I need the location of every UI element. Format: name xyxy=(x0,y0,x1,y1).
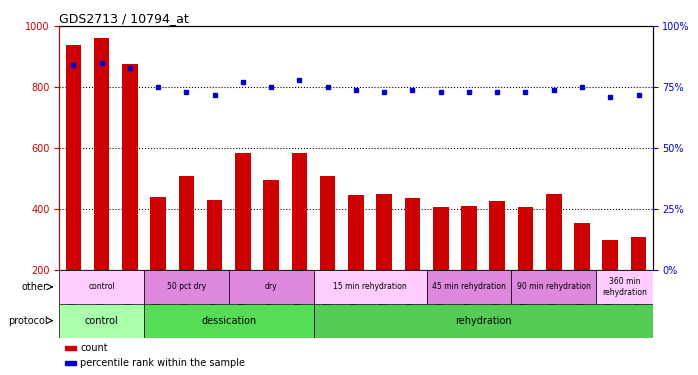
Text: control: control xyxy=(89,282,115,291)
Bar xyxy=(602,240,618,331)
Bar xyxy=(94,39,110,331)
Bar xyxy=(66,45,81,331)
Bar xyxy=(122,64,138,331)
Bar xyxy=(433,207,449,331)
Text: other: other xyxy=(22,282,47,292)
Bar xyxy=(207,200,223,331)
Text: 360 min
rehydration: 360 min rehydration xyxy=(602,277,647,297)
Bar xyxy=(405,198,420,331)
Text: percentile rank within the sample: percentile rank within the sample xyxy=(80,358,245,368)
Bar xyxy=(144,304,313,338)
Text: GDS2713 / 10794_at: GDS2713 / 10794_at xyxy=(59,12,189,25)
Text: rehydration: rehydration xyxy=(455,316,512,326)
Text: protocol: protocol xyxy=(8,316,47,326)
Bar xyxy=(292,153,307,331)
Text: control: control xyxy=(85,316,119,326)
Bar xyxy=(546,194,561,331)
Bar xyxy=(235,153,251,331)
Text: 45 min rehydration: 45 min rehydration xyxy=(432,282,506,291)
Bar xyxy=(348,195,364,331)
Bar xyxy=(596,270,653,304)
Text: dry: dry xyxy=(265,282,278,291)
Bar xyxy=(320,176,336,331)
Bar xyxy=(66,346,76,350)
Bar xyxy=(518,207,533,331)
Bar xyxy=(489,201,505,331)
Text: 90 min rehydration: 90 min rehydration xyxy=(517,282,591,291)
Bar xyxy=(512,270,596,304)
Bar xyxy=(631,237,646,331)
Bar xyxy=(426,270,512,304)
Text: 15 min rehydration: 15 min rehydration xyxy=(333,282,407,291)
Bar xyxy=(179,176,194,331)
Bar xyxy=(574,223,590,331)
Bar xyxy=(59,270,144,304)
Bar xyxy=(144,270,229,304)
Text: count: count xyxy=(80,343,107,353)
Bar xyxy=(59,304,144,338)
Bar xyxy=(376,194,392,331)
Bar xyxy=(313,304,653,338)
Bar xyxy=(263,180,279,331)
Bar xyxy=(151,197,166,331)
Text: dessication: dessication xyxy=(201,316,256,326)
Bar xyxy=(313,270,426,304)
Text: 50 pct dry: 50 pct dry xyxy=(167,282,206,291)
Bar xyxy=(461,206,477,331)
Bar xyxy=(66,361,76,365)
Bar xyxy=(229,270,313,304)
